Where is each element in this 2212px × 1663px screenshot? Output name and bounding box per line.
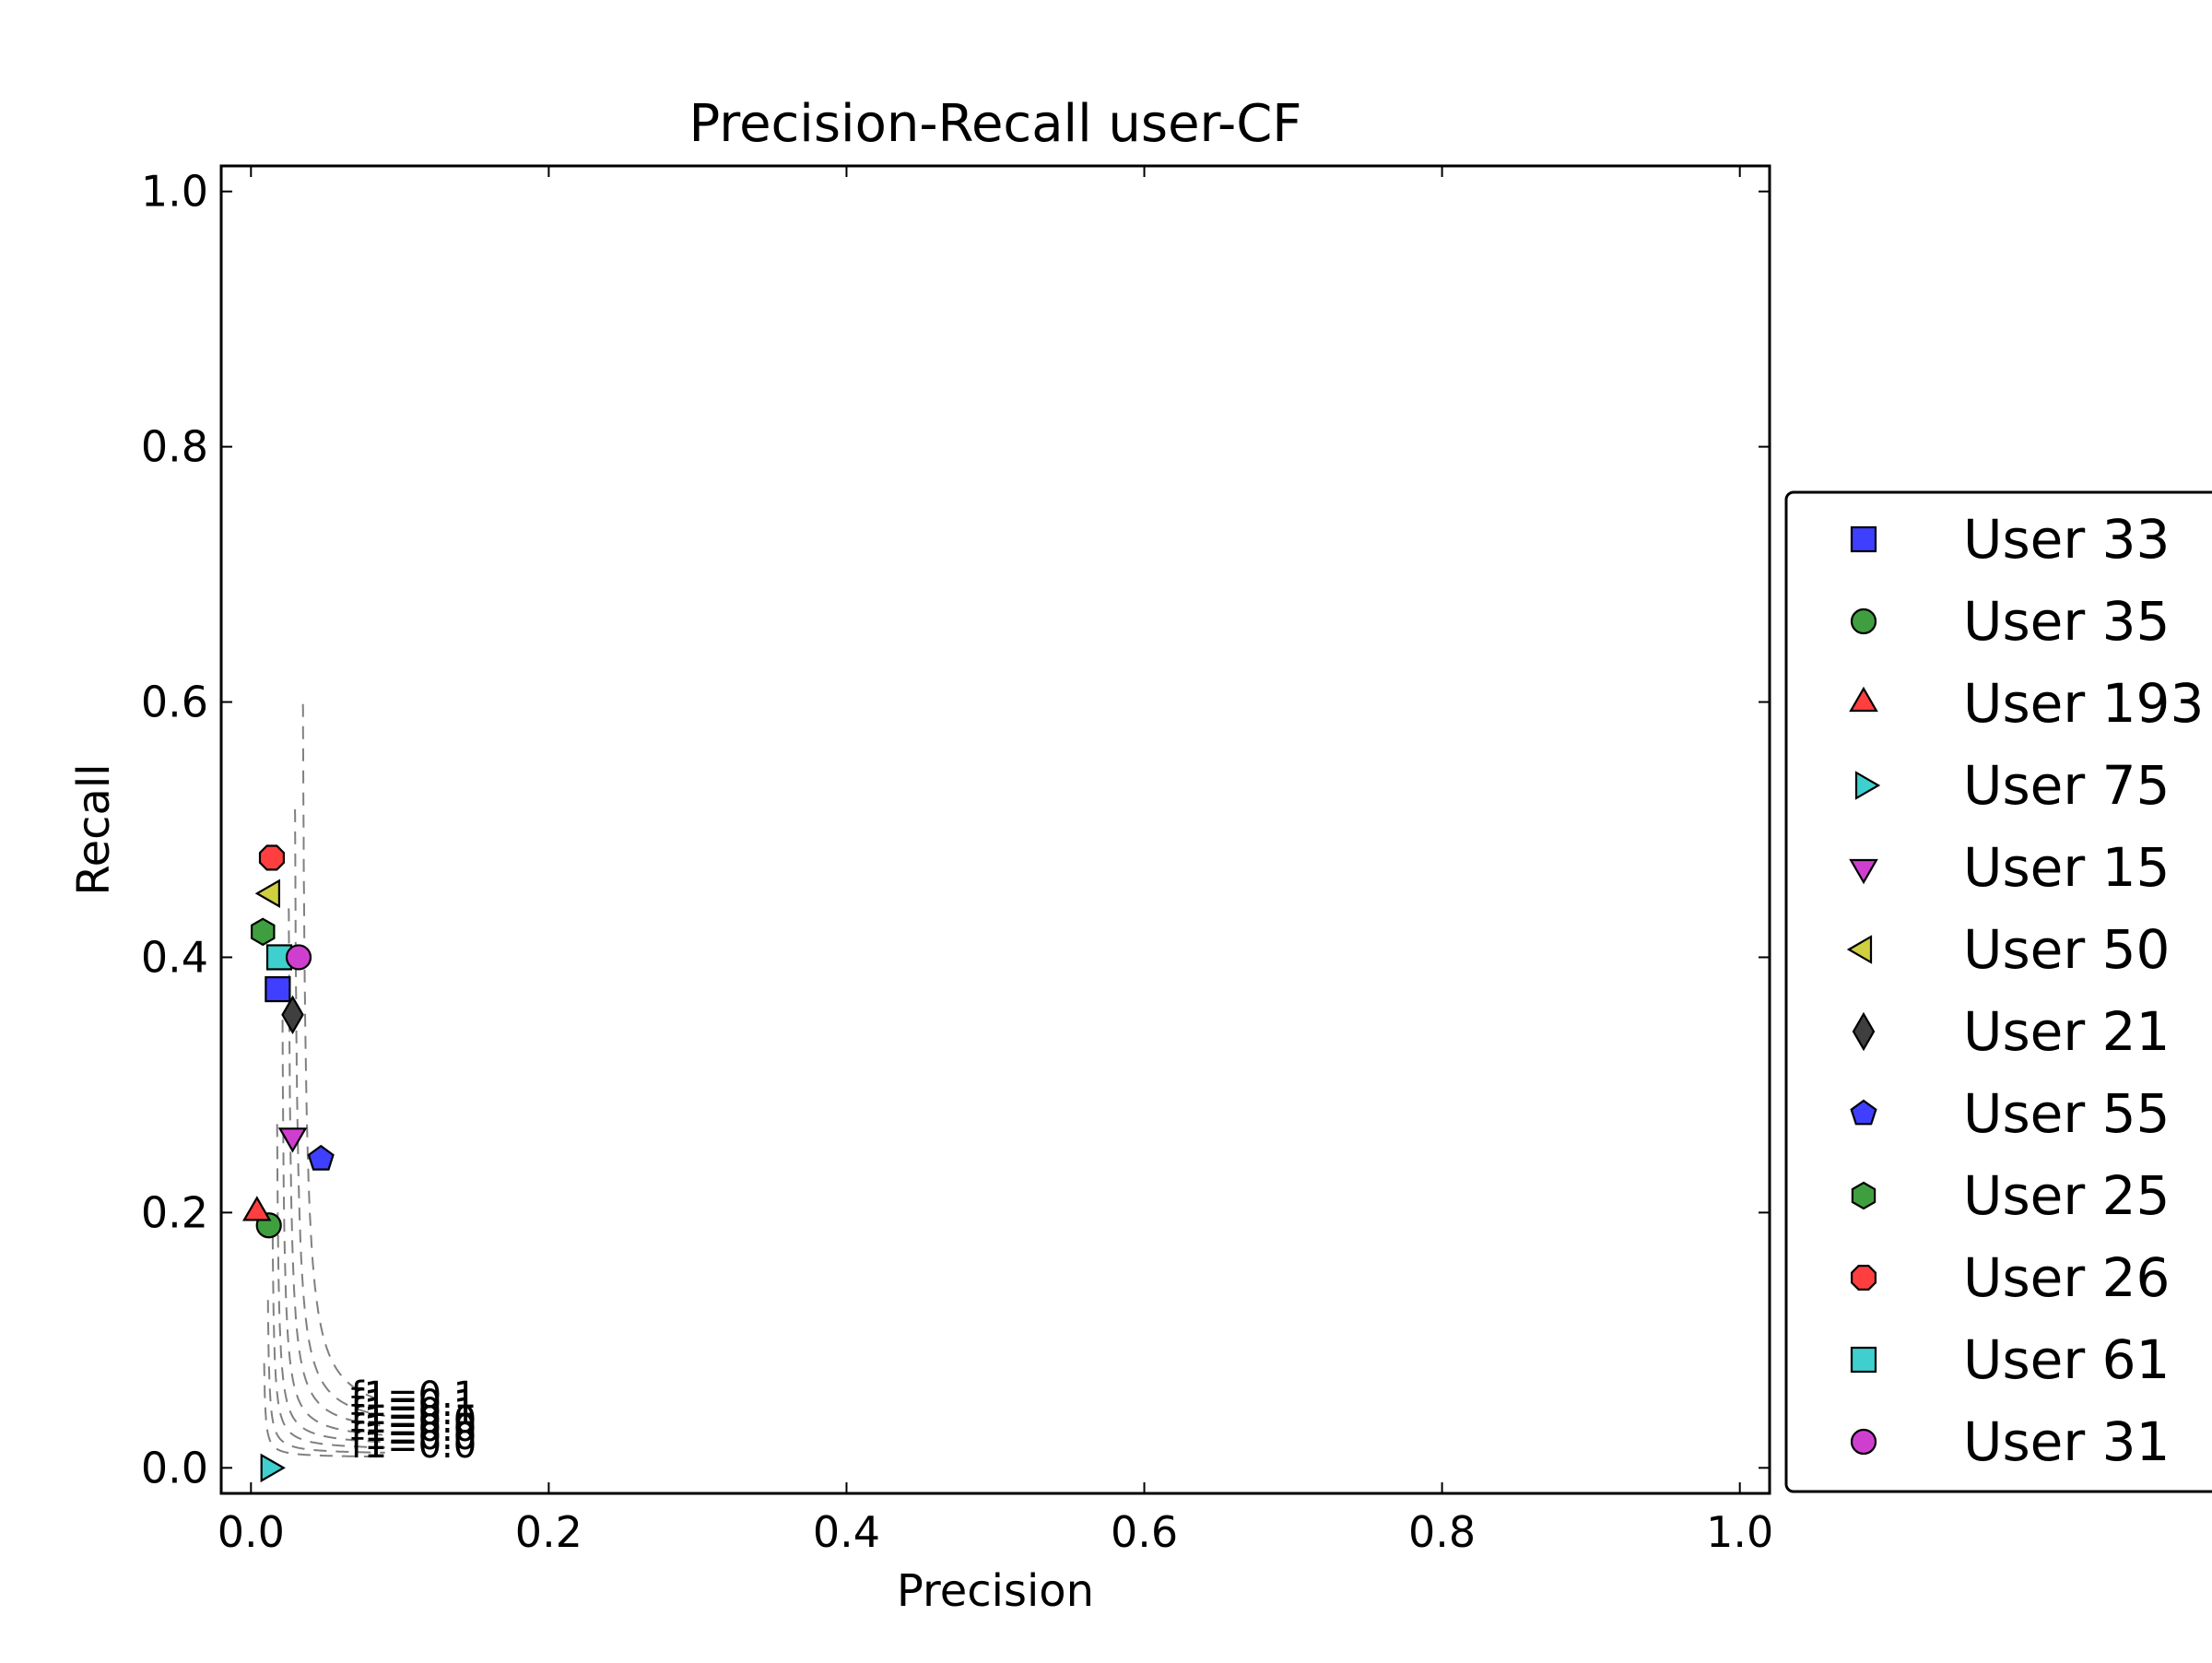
legend-marker xyxy=(1850,1428,1877,1456)
data-point-user-193 xyxy=(241,1196,272,1221)
iso-f1-curve xyxy=(301,703,386,1403)
x-tick-label: 0.6 xyxy=(1111,1507,1178,1557)
legend-marker xyxy=(1850,525,1877,553)
legend-marker xyxy=(1850,607,1877,635)
data-point-user-50 xyxy=(254,879,280,909)
data-point-user-75 xyxy=(260,1453,286,1483)
y-tick-label: 1.0 xyxy=(141,167,208,217)
legend-label: User 193 xyxy=(1963,672,2204,735)
legend-marker xyxy=(1852,1011,1876,1052)
legend-label: User 33 xyxy=(1963,508,2170,571)
legend-label: User 21 xyxy=(1963,1000,2170,1063)
legend-label: User 31 xyxy=(1963,1410,2170,1473)
legend-marker xyxy=(1850,1346,1877,1374)
iso-f1-curve xyxy=(263,1362,385,1458)
iso-f1-curve xyxy=(288,908,385,1427)
x-tick-label: 1.0 xyxy=(1706,1507,1773,1557)
y-tick-label: 0.2 xyxy=(141,1187,208,1237)
legend-label: User 15 xyxy=(1963,836,2170,899)
iso-f1-label: f1=0.0 xyxy=(351,1408,477,1450)
y-tick-label: 0.8 xyxy=(141,422,208,472)
x-tick-label: 0.4 xyxy=(813,1507,880,1557)
iso-f1-label: f1=0.0 xyxy=(351,1416,477,1458)
data-point-user-33 xyxy=(265,975,291,1003)
axis-ticks: 0.0 0.2 0.4 0.6 0.8 1.0 0.0 0.2 0.4 0.6 0.8 1.0 xyxy=(141,166,1773,1557)
iso-f1-label: f1=0.1 xyxy=(351,1391,477,1433)
legend-frame xyxy=(1784,490,2212,1493)
y-axis-label: Recall xyxy=(68,763,120,895)
legend-marker xyxy=(1849,686,1878,713)
iso-f1-curves: f1=0.1f1=0.1f1=0.1f1=0.0f1=0.0f1=0.0f1=0… xyxy=(263,703,477,1467)
plot-frame xyxy=(219,164,1771,1495)
legend-marker xyxy=(1854,771,1881,800)
iso-f1-curve xyxy=(294,808,385,1417)
data-point-user-31 xyxy=(285,944,312,971)
legend-marker xyxy=(1851,1181,1877,1210)
x-axis-label: Precision xyxy=(897,1565,1094,1617)
legend-label: User 26 xyxy=(1963,1246,2170,1309)
legend-marker xyxy=(1850,1264,1877,1291)
iso-f1-curve xyxy=(281,1020,385,1436)
y-tick-label: 0.0 xyxy=(141,1443,208,1492)
data-point-user-25 xyxy=(251,917,276,947)
legend-label: User 61 xyxy=(1963,1328,2170,1391)
y-tick-label: 0.4 xyxy=(141,932,208,982)
legend-label: User 75 xyxy=(1963,754,2170,817)
legend-marker xyxy=(1846,935,1873,964)
iso-f1-curve xyxy=(271,1214,385,1449)
iso-f1-curve xyxy=(266,1300,385,1454)
x-tick-label: 0.8 xyxy=(1408,1507,1476,1557)
x-tick-label: 0.2 xyxy=(515,1507,582,1557)
data-point-user-15 xyxy=(277,1127,308,1153)
legend-marker xyxy=(1850,1099,1877,1126)
legend-label: User 35 xyxy=(1963,590,2170,653)
legend-label: User 50 xyxy=(1963,918,2170,981)
data-points xyxy=(241,844,335,1483)
iso-f1-label: f1=0.0 xyxy=(351,1399,477,1442)
legend-marker xyxy=(1849,858,1878,885)
x-tick-label: 0.0 xyxy=(218,1507,285,1557)
legend-label: User 55 xyxy=(1963,1082,2170,1145)
data-point-user-55 xyxy=(307,1144,335,1171)
iso-f1-label: f1=0.1 xyxy=(351,1383,477,1425)
y-tick-label: 0.6 xyxy=(141,678,208,727)
legend: User 33 User 35 User 193 User 75 User 15 User… xyxy=(1784,490,2212,1493)
iso-f1-curve xyxy=(276,1124,385,1444)
iso-f1-label: f1=0.0 xyxy=(351,1424,477,1467)
chart-title: Precision-Recall user-CF xyxy=(688,94,1301,154)
data-point-user-21 xyxy=(281,995,304,1034)
iso-f1-label: f1=0.1 xyxy=(351,1374,477,1417)
legend-label: User 25 xyxy=(1963,1164,2170,1227)
data-point-user-26 xyxy=(258,844,285,871)
